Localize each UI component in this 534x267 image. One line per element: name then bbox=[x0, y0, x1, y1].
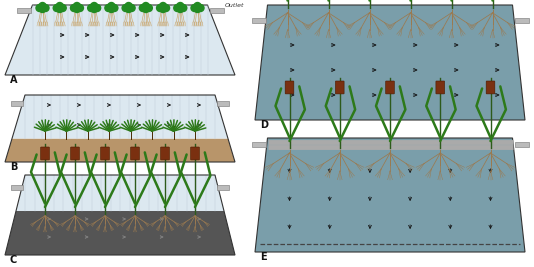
Bar bbox=[514, 142, 529, 147]
Polygon shape bbox=[255, 138, 525, 252]
Polygon shape bbox=[12, 95, 228, 139]
Circle shape bbox=[125, 6, 132, 13]
FancyBboxPatch shape bbox=[191, 147, 199, 160]
Circle shape bbox=[74, 2, 81, 10]
Circle shape bbox=[39, 2, 46, 10]
Text: E: E bbox=[260, 252, 266, 262]
Circle shape bbox=[105, 5, 112, 11]
Bar bbox=[217, 184, 229, 190]
FancyBboxPatch shape bbox=[41, 147, 49, 160]
Polygon shape bbox=[5, 211, 235, 255]
Circle shape bbox=[156, 5, 163, 11]
Circle shape bbox=[122, 5, 129, 11]
FancyBboxPatch shape bbox=[436, 81, 445, 94]
Text: A: A bbox=[10, 75, 18, 85]
Bar bbox=[252, 142, 265, 147]
FancyBboxPatch shape bbox=[335, 81, 344, 94]
Circle shape bbox=[59, 5, 66, 11]
FancyBboxPatch shape bbox=[486, 81, 495, 94]
Circle shape bbox=[125, 2, 132, 10]
Circle shape bbox=[177, 2, 184, 10]
Text: D: D bbox=[260, 120, 268, 130]
Circle shape bbox=[39, 6, 46, 13]
Circle shape bbox=[194, 2, 201, 10]
Circle shape bbox=[93, 5, 101, 11]
Circle shape bbox=[191, 5, 198, 11]
Circle shape bbox=[56, 6, 63, 13]
FancyBboxPatch shape bbox=[285, 81, 294, 94]
Circle shape bbox=[180, 5, 187, 11]
Circle shape bbox=[91, 2, 98, 10]
Bar bbox=[11, 100, 23, 105]
Text: B: B bbox=[10, 162, 18, 172]
Circle shape bbox=[174, 5, 181, 11]
Circle shape bbox=[111, 5, 118, 11]
Circle shape bbox=[56, 2, 63, 10]
Circle shape bbox=[36, 5, 43, 11]
Circle shape bbox=[139, 5, 146, 11]
Bar bbox=[252, 18, 265, 22]
Circle shape bbox=[74, 6, 81, 13]
Circle shape bbox=[108, 2, 115, 10]
Text: C: C bbox=[10, 255, 17, 265]
Circle shape bbox=[160, 6, 167, 13]
Text: Outlet: Outlet bbox=[224, 3, 244, 8]
Bar bbox=[11, 184, 23, 190]
Circle shape bbox=[145, 5, 152, 11]
Circle shape bbox=[108, 6, 115, 13]
Circle shape bbox=[162, 5, 170, 11]
Polygon shape bbox=[5, 5, 235, 75]
FancyBboxPatch shape bbox=[100, 147, 109, 160]
Circle shape bbox=[197, 5, 204, 11]
Circle shape bbox=[194, 6, 201, 13]
Circle shape bbox=[143, 6, 150, 13]
Circle shape bbox=[70, 5, 77, 11]
Bar bbox=[209, 7, 224, 13]
Circle shape bbox=[160, 2, 167, 10]
FancyBboxPatch shape bbox=[70, 147, 80, 160]
Circle shape bbox=[76, 5, 83, 11]
Polygon shape bbox=[255, 5, 525, 120]
Bar bbox=[217, 100, 229, 105]
Polygon shape bbox=[16, 175, 224, 211]
Circle shape bbox=[143, 2, 150, 10]
Circle shape bbox=[53, 5, 60, 11]
Circle shape bbox=[91, 6, 98, 13]
Bar bbox=[17, 7, 30, 13]
FancyBboxPatch shape bbox=[131, 147, 139, 160]
Circle shape bbox=[177, 6, 184, 13]
FancyBboxPatch shape bbox=[161, 147, 169, 160]
Polygon shape bbox=[5, 139, 235, 162]
FancyBboxPatch shape bbox=[386, 81, 394, 94]
Bar bbox=[514, 18, 529, 22]
Circle shape bbox=[42, 5, 49, 11]
Circle shape bbox=[88, 5, 95, 11]
Circle shape bbox=[128, 5, 135, 11]
